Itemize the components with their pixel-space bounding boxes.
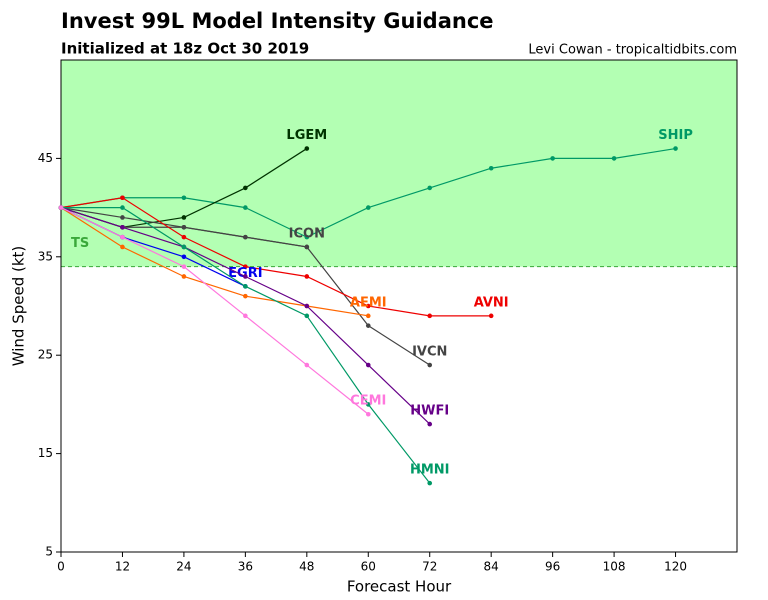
credit: Levi Cowan - tropicaltidbits.com <box>528 43 737 58</box>
point <box>304 274 310 279</box>
x-tick-label: 24 <box>176 560 191 574</box>
x-tick-label: 48 <box>299 560 314 574</box>
series-label: IVCN <box>412 345 447 360</box>
point <box>427 362 433 368</box>
x-tick-label: 120 <box>664 560 687 574</box>
x-tick-label: 0 <box>57 560 65 574</box>
point <box>243 284 248 289</box>
point <box>120 215 125 220</box>
x-tick-label: 72 <box>422 560 437 574</box>
point <box>365 313 371 319</box>
point <box>181 215 187 220</box>
x-tick-label: 36 <box>238 560 253 574</box>
point <box>120 205 125 210</box>
point <box>304 146 310 151</box>
point <box>365 303 371 309</box>
point <box>243 185 248 191</box>
point <box>243 234 248 240</box>
point <box>181 274 187 279</box>
point <box>120 234 125 240</box>
point <box>488 313 494 319</box>
point <box>304 244 310 250</box>
y-tick-label: 45 <box>38 151 53 165</box>
point <box>181 224 187 230</box>
plot-frame <box>60 59 738 553</box>
point <box>243 205 248 210</box>
point <box>243 264 248 269</box>
series-label: LGEM <box>286 128 327 143</box>
series-label: HWFI <box>410 404 449 419</box>
point <box>611 156 617 161</box>
point <box>120 224 125 230</box>
series-label: SHIP <box>658 128 693 143</box>
point <box>181 254 187 260</box>
x-tick-label: 84 <box>484 560 499 574</box>
series-label: EGRI <box>228 266 262 281</box>
x-tick-label: 96 <box>545 560 560 574</box>
point <box>427 421 433 427</box>
point <box>304 313 310 319</box>
y-tick-label: 5 <box>45 545 53 559</box>
point <box>365 205 371 210</box>
point <box>673 146 678 151</box>
y-tick-label: 25 <box>38 348 53 362</box>
series-line <box>60 207 369 317</box>
point <box>427 313 433 319</box>
point <box>243 293 248 299</box>
point <box>365 362 371 368</box>
point <box>181 244 187 250</box>
point <box>181 195 187 201</box>
point <box>243 274 248 279</box>
point <box>243 313 248 319</box>
series-label: HMNI <box>410 463 450 478</box>
series-label: AEMI <box>350 295 387 310</box>
point <box>488 165 494 171</box>
point <box>365 402 371 407</box>
point <box>58 205 64 210</box>
series-label: ICON <box>289 226 325 241</box>
x-tick-label: 108 <box>603 560 626 574</box>
point <box>365 323 371 328</box>
threshold-fill <box>61 60 737 267</box>
series-line <box>60 207 369 415</box>
point <box>181 234 187 240</box>
point <box>304 362 310 368</box>
y-axis-label: Wind Speed (kt) <box>10 246 28 367</box>
point <box>427 480 433 486</box>
x-tick-label: 60 <box>361 560 376 574</box>
series-label: AVNI <box>474 295 509 310</box>
y-tick-label: 35 <box>38 249 53 263</box>
point <box>120 195 125 201</box>
series-label: CEMI <box>350 394 386 409</box>
point <box>120 244 125 250</box>
chart-title: Invest 99L Model Intensity Guidance <box>61 9 494 33</box>
chart-subtitle: Initialized at 18z Oct 30 2019 <box>61 40 309 58</box>
threshold-label: TS <box>71 236 89 251</box>
point <box>550 156 555 161</box>
point <box>181 264 187 269</box>
point <box>304 303 310 309</box>
y-tick-label: 15 <box>38 446 53 460</box>
series-line <box>60 197 492 317</box>
x-axis-label: Forecast Hour <box>347 578 452 596</box>
point <box>365 411 371 417</box>
point <box>304 234 310 240</box>
point <box>427 185 433 191</box>
x-tick-label: 12 <box>115 560 130 574</box>
